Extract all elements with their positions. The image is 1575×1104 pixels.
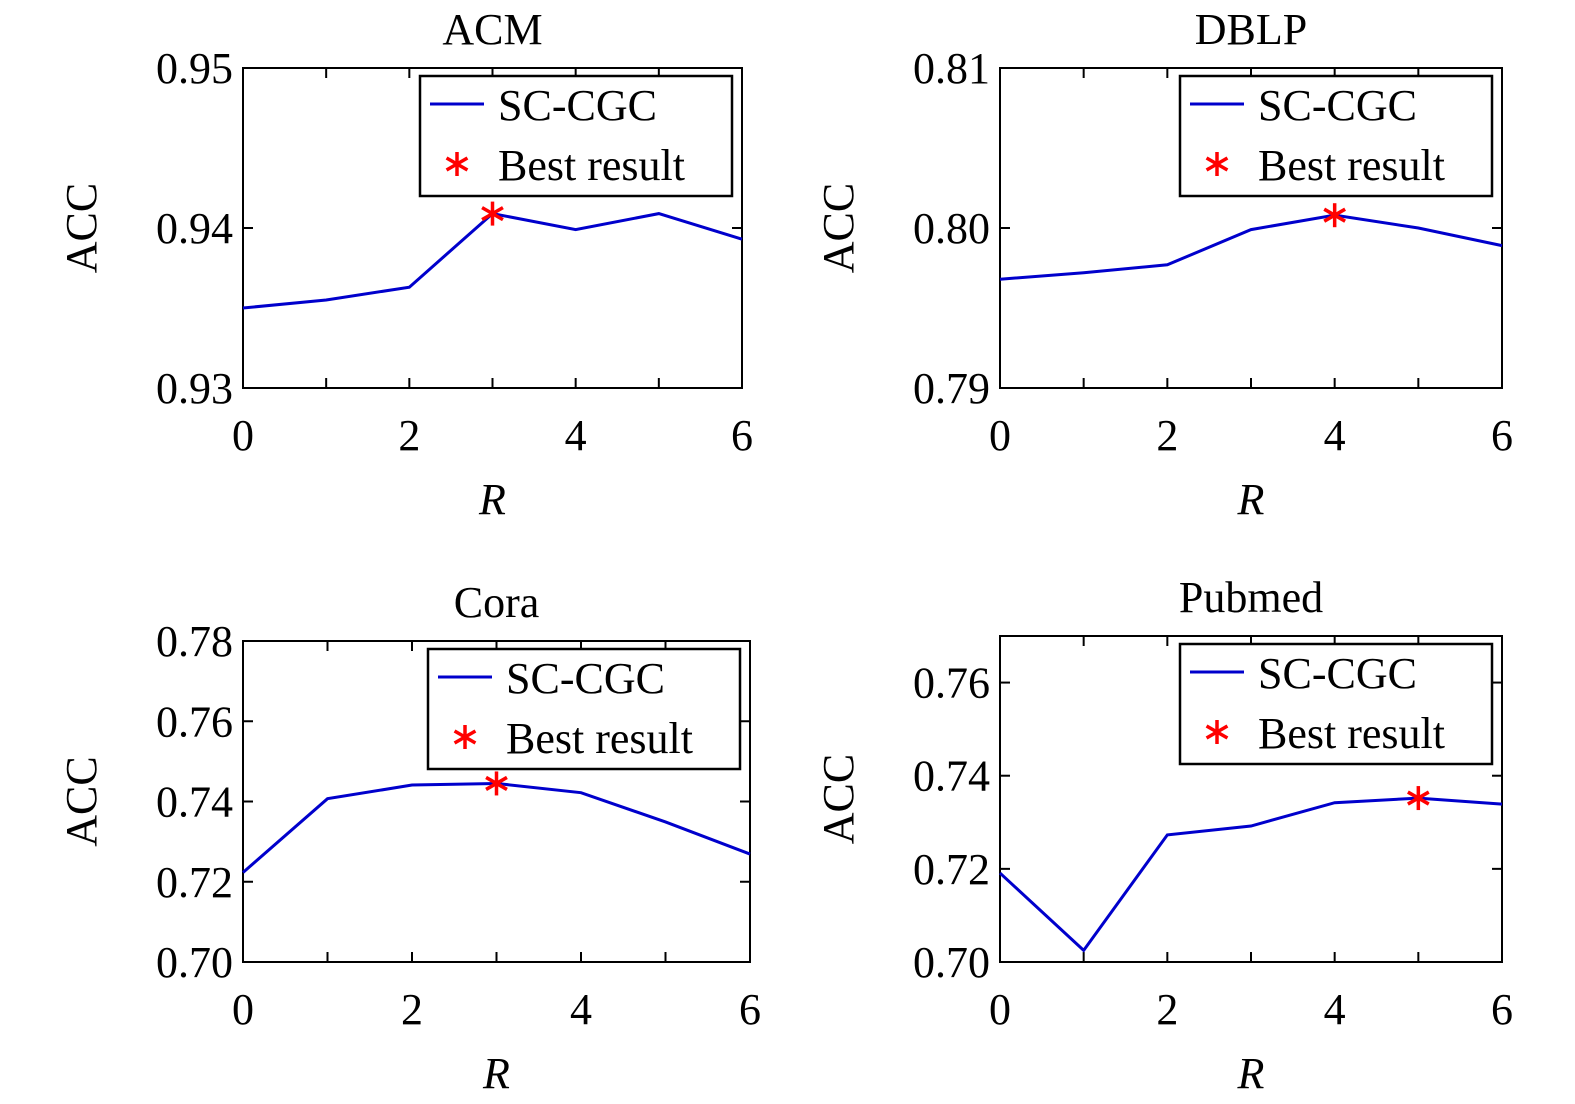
- star-stroke: [1407, 790, 1430, 806]
- chart3-xtick-label-2: 4: [570, 985, 592, 1034]
- chart3-legend: SC-CGC Best result: [426, 647, 742, 771]
- chart4-xtick-label-1: 2: [1156, 985, 1178, 1034]
- chart1-series-line-0: [242, 211, 743, 310]
- chart1-xtick-label-0: 0: [232, 411, 254, 460]
- chart2-ytick-label-2: 0.81: [913, 44, 990, 93]
- chart1-legend-label-best: Best result: [498, 141, 685, 190]
- chart2-xtick-label-2: 4: [1324, 411, 1346, 460]
- chart3-ylabel: ACC: [57, 756, 106, 846]
- chart3-legend-label-best: Best result: [506, 714, 693, 763]
- chart4-legend-label-best: Best result: [1258, 709, 1445, 758]
- chart2-ylabel: ACC: [814, 183, 863, 273]
- chart4: Pubmed 0.70 0.72 0.74 0.76 0 2 4 6 R ACC SC-CGC Best…: [814, 573, 1513, 1098]
- chart4-legend: SC-CGC Best result: [1178, 642, 1494, 766]
- chart2-xtick-label-3: 6: [1491, 411, 1513, 460]
- chart2: DBLP 0.79 0.80 0.81 0 2 4 6 R ACC SC-CGC Best resul…: [814, 5, 1513, 524]
- chart2-legend-box: [1178, 74, 1494, 198]
- chart1-xtick-label-2: 4: [565, 411, 587, 460]
- star-stroke: [1205, 724, 1229, 740]
- chart2-legend-star-swatch: [1205, 152, 1229, 176]
- star-stroke: [485, 775, 508, 791]
- chart4-ytick-label-2: 0.74: [913, 752, 990, 801]
- chart4-xlabel: R: [1237, 1049, 1265, 1098]
- chart4-legend-box: [1178, 642, 1494, 766]
- chart2-title: DBLP: [1195, 5, 1307, 54]
- chart3-best-marker: [485, 771, 508, 796]
- chart1-ytick-label-1: 0.94: [156, 204, 233, 253]
- chart4-xtick-label-3: 6: [1491, 985, 1513, 1034]
- chart3-series-line-0: [242, 781, 751, 874]
- chart3-legend-star-swatch: [453, 725, 477, 749]
- chart1-legend: SC-CGC Best result: [418, 74, 734, 198]
- chart3-ytick-label-4: 0.78: [156, 617, 233, 666]
- star-stroke: [445, 156, 469, 172]
- chart2-legend-label-series: SC-CGC: [1258, 81, 1417, 130]
- chart1-ytick-label-2: 0.95: [156, 44, 233, 93]
- chart4-ytick-label-3: 0.76: [913, 659, 990, 708]
- chart2-xtick-label-0: 0: [989, 411, 1011, 460]
- chart1-title: ACM: [442, 5, 542, 54]
- star-stroke: [481, 206, 504, 222]
- chart1-legend-star-swatch: [445, 152, 469, 176]
- chart3-legend-box: [426, 647, 742, 771]
- chart1-best-marker: [481, 201, 504, 226]
- chart4-best-marker: [1407, 786, 1430, 811]
- chart1-ytick-label-0: 0.93: [156, 364, 233, 413]
- chart1-legend-label-series: SC-CGC: [498, 81, 657, 130]
- chart2-legend-label-best: Best result: [1258, 141, 1445, 190]
- chart1: ACM 0.93 0.94 0.95 0 2 4 6 R ACC SC-CGC Best result: [57, 5, 753, 524]
- chart3-ytick-label-3: 0.76: [156, 697, 233, 746]
- chart3-title: Cora: [454, 578, 540, 627]
- chart3-xtick-label-0: 0: [232, 985, 254, 1034]
- chart4-ytick-label-0: 0.70: [913, 938, 990, 987]
- chart1-xtick-label-3: 6: [731, 411, 753, 460]
- star-stroke: [1323, 207, 1346, 223]
- chart3-xtick-label-1: 2: [401, 985, 423, 1034]
- chart3-xtick-label-3: 6: [739, 985, 761, 1034]
- star-stroke: [1205, 156, 1229, 172]
- chart4-legend-star-swatch: [1205, 720, 1229, 744]
- chart3-ytick-label-1: 0.72: [156, 858, 233, 907]
- chart4-title: Pubmed: [1179, 573, 1323, 622]
- chart4-legend-label-series: SC-CGC: [1258, 649, 1417, 698]
- chart4-series-line-0: [998, 796, 1503, 953]
- chart2-best-marker: [1323, 203, 1346, 228]
- chart2-ytick-label-1: 0.80: [913, 204, 990, 253]
- chart3: Cora 0.70 0.72 0.74 0.76 0.78 0 2 4 6 R ACC SC-CGC Be…: [57, 578, 761, 1098]
- star-stroke: [453, 729, 477, 745]
- chart1-xtick-label-1: 2: [398, 411, 420, 460]
- chart1-ylabel: ACC: [57, 183, 106, 273]
- chart4-ylabel: ACC: [814, 754, 863, 844]
- chart2-xlabel: R: [1237, 475, 1265, 524]
- chart1-xlabel: R: [478, 475, 506, 524]
- chart2-xtick-label-1: 2: [1156, 411, 1178, 460]
- chart4-ytick-label-1: 0.72: [913, 845, 990, 894]
- chart3-ytick-label-2: 0.74: [156, 778, 233, 827]
- chart3-xlabel: R: [482, 1049, 510, 1098]
- chart1-legend-box: [418, 74, 734, 198]
- chart2-legend: SC-CGC Best result: [1178, 74, 1494, 198]
- chart4-xtick-label-0: 0: [989, 985, 1011, 1034]
- chart2-series-line-0: [999, 213, 1503, 281]
- chart4-xtick-label-2: 4: [1324, 985, 1346, 1034]
- chart2-ytick-label-0: 0.79: [913, 364, 990, 413]
- chart3-legend-label-series: SC-CGC: [506, 654, 665, 703]
- chart3-ytick-label-0: 0.70: [156, 938, 233, 987]
